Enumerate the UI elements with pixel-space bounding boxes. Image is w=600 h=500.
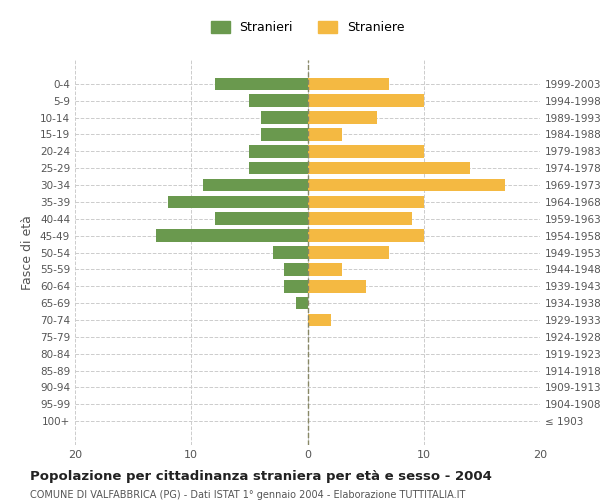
Bar <box>308 94 424 107</box>
Bar <box>308 178 505 192</box>
Bar <box>296 297 308 310</box>
Bar <box>308 162 470 174</box>
Bar <box>308 263 343 276</box>
Bar <box>308 196 424 208</box>
Bar <box>308 78 389 90</box>
Y-axis label: Fasce di età: Fasce di età <box>22 215 34 290</box>
Bar <box>308 212 412 225</box>
Bar <box>157 230 308 242</box>
Bar <box>261 111 308 124</box>
Bar <box>250 145 308 158</box>
Bar <box>272 246 308 259</box>
Bar <box>168 196 308 208</box>
Bar <box>308 246 389 259</box>
Bar <box>284 280 308 292</box>
Bar <box>250 94 308 107</box>
Bar <box>215 212 308 225</box>
Bar <box>203 178 308 192</box>
Bar <box>284 263 308 276</box>
Bar <box>308 280 365 292</box>
Bar <box>308 314 331 326</box>
Text: COMUNE DI VALFABBRICA (PG) - Dati ISTAT 1° gennaio 2004 - Elaborazione TUTTITALI: COMUNE DI VALFABBRICA (PG) - Dati ISTAT … <box>30 490 466 500</box>
Bar <box>308 111 377 124</box>
Bar <box>215 78 308 90</box>
Text: Popolazione per cittadinanza straniera per età e sesso - 2004: Popolazione per cittadinanza straniera p… <box>30 470 492 483</box>
Bar <box>308 128 343 141</box>
Bar <box>250 162 308 174</box>
Bar <box>308 230 424 242</box>
Legend: Stranieri, Straniere: Stranieri, Straniere <box>206 16 409 39</box>
Bar <box>308 145 424 158</box>
Bar <box>261 128 308 141</box>
